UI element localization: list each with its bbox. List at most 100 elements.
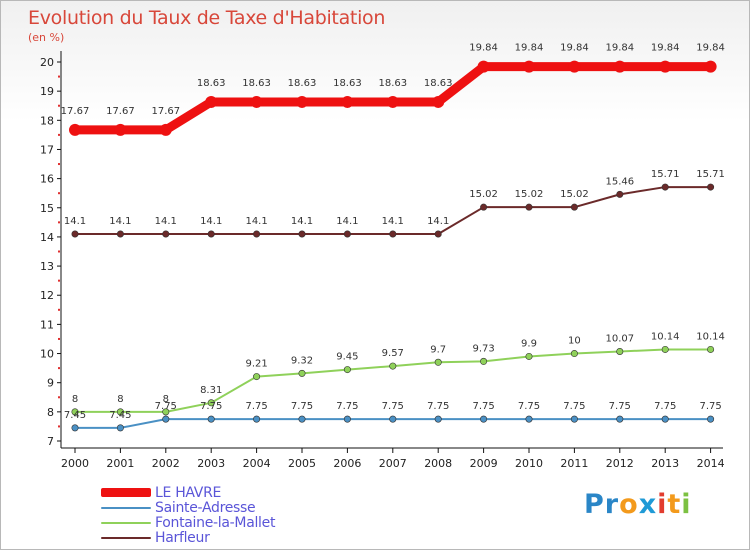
y-tick-label: 20 [40,56,54,69]
y-minor-tick [58,279,60,282]
y-tick-label: 19 [40,85,54,98]
data-point [661,183,669,191]
data-point [480,203,488,211]
data-label: 14.1 [109,216,131,227]
proxiti-logo: Proxiti [584,489,692,520]
data-label: 14.1 [64,216,86,227]
data-label: 15.71 [696,169,725,180]
data-label: 9.57 [382,348,404,359]
y-tick-label: 12 [40,289,54,302]
y-minor-tick [58,250,60,253]
data-label: 9.73 [472,343,494,354]
data-point [570,203,578,211]
data-point [207,230,215,238]
data-point [205,95,218,108]
y-minor-tick [58,133,60,136]
data-point [116,408,124,416]
data-point [480,415,488,423]
y-minor-tick [58,75,60,78]
data-point [296,95,308,108]
data-label: 18.63 [333,78,362,89]
legend-item-sainte-adresse[interactable]: Sainte-Adresse [101,500,275,516]
data-point [343,230,351,238]
y-tick-label: 15 [40,202,54,215]
data-point [253,415,261,423]
data-label: 7.75 [654,401,676,412]
chart-series [69,60,717,432]
data-point [298,230,306,238]
legend-item-harfleur[interactable]: Harfleur [101,530,275,546]
data-label: 9.21 [245,359,267,370]
data-point [432,95,445,108]
data-label: 19.84 [696,43,725,54]
data-point [434,415,442,423]
data-point [616,347,624,355]
x-tick-label: 2004 [243,457,271,470]
data-label: 18.63 [378,78,407,89]
data-point [159,123,172,136]
y-tick-label: 16 [40,173,54,186]
chart-subtitle: (en %) [28,31,65,44]
x-tick-label: 2008 [424,457,452,470]
legend-item-le-havre[interactable]: LE HAVRE [101,484,275,501]
data-label: 10.14 [651,331,680,342]
x-tick-label: 2001 [106,457,134,470]
data-label: 14.1 [200,216,222,227]
data-point [525,203,533,211]
data-point [434,230,442,238]
data-point [69,123,81,136]
x-tick-label: 2010 [515,457,543,470]
data-point [704,60,717,73]
logo-letter: x [638,489,658,520]
data-point [525,415,533,423]
data-point [386,95,399,108]
y-tick-label: 17 [40,143,54,156]
data-label: 7.45 [109,410,131,421]
x-tick-label: 2014 [697,457,725,470]
x-tick-label: 2005 [288,457,316,470]
data-label: 18.63 [424,78,453,89]
data-point [570,415,578,423]
data-label: 7.75 [563,401,585,412]
data-point [343,415,351,423]
chart-data-labels: 17.67 17.67 17.67 18.63 18.63 18.63 18.63 18.63… [61,43,725,421]
data-label: 7.75 [336,401,358,412]
data-point [71,424,79,432]
legend-label-le-havre: LE HAVRE [155,484,222,501]
data-point [298,369,306,377]
chart-title: Evolution du Taux de Taxe d'Habitation [28,7,386,29]
data-point [616,190,624,198]
legend-swatch-harfleur [101,536,151,539]
data-point [525,352,533,360]
data-label: 7.75 [382,401,404,412]
data-label: 9.9 [521,338,537,349]
data-point [207,415,215,423]
data-point [253,373,261,381]
y-minor-tick [58,396,60,399]
data-label: 19.84 [560,43,589,54]
data-label: 9.45 [336,352,358,363]
data-label: 14.1 [245,216,267,227]
y-minor-tick [58,425,60,428]
data-point [613,60,626,73]
data-point [659,60,672,73]
data-point [71,408,79,416]
data-point [341,95,354,108]
data-point [162,415,170,423]
y-tick-label: 9 [47,377,54,390]
y-tick-label: 11 [40,318,54,331]
data-label: 17.67 [106,106,135,117]
logo-letter: o [619,489,639,520]
data-point [298,415,306,423]
x-tick-label: 2006 [333,457,361,470]
data-label: 8 [72,394,78,405]
data-point [162,408,170,416]
data-point [116,230,124,238]
data-point [477,60,490,73]
data-point [250,95,263,108]
legend-swatch-fontaine-la-mallet [101,521,151,524]
data-label: 7.75 [245,401,267,412]
data-point [343,366,351,374]
data-point [389,415,397,423]
legend-item-fontaine-la-mallet[interactable]: Fontaine-la-Mallet [101,515,275,531]
